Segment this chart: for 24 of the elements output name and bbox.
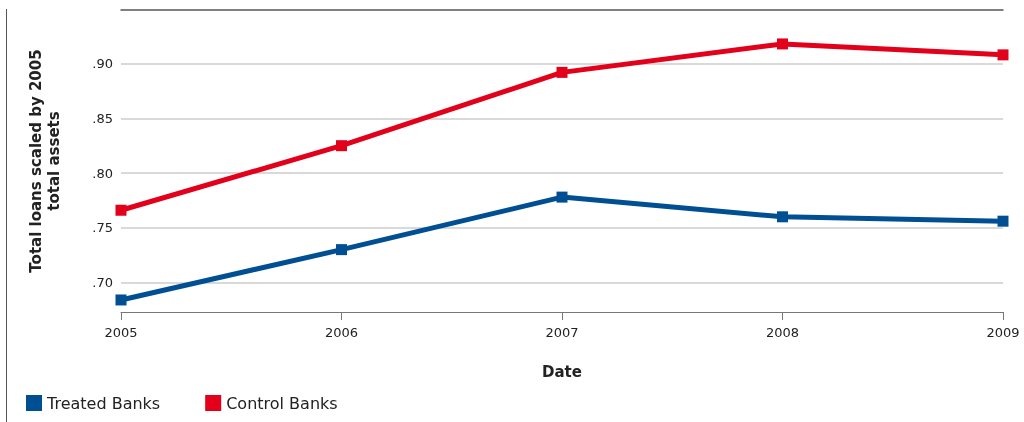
x-tick-label: 2006 (324, 325, 359, 340)
y-tick-label: .85 (92, 110, 113, 126)
point (556, 191, 568, 203)
x-tick-label: 2007 (545, 325, 579, 340)
x-tick-label: 2009 (986, 325, 1020, 340)
legend-label: Treated Banks (46, 393, 161, 413)
legend-label: Control Banks (226, 393, 338, 413)
point (115, 294, 127, 306)
x-tick-label: 2008 (765, 325, 800, 340)
x-tick-label: 2005 (104, 325, 138, 340)
point (336, 140, 347, 152)
y-tick-label: .70 (92, 274, 113, 290)
point (997, 49, 1009, 61)
y-axis-title: Total loans scaled by 2005 total assets (27, 49, 63, 273)
x-axis-title: Date (542, 362, 582, 381)
point (556, 66, 568, 78)
point (997, 215, 1009, 227)
point (777, 38, 788, 50)
y-tick-label: .90 (92, 56, 113, 72)
point (336, 244, 347, 256)
point (115, 204, 127, 216)
y-tick-label: .75 (92, 220, 113, 236)
point (777, 211, 788, 223)
y-tick-label: .80 (92, 165, 113, 181)
